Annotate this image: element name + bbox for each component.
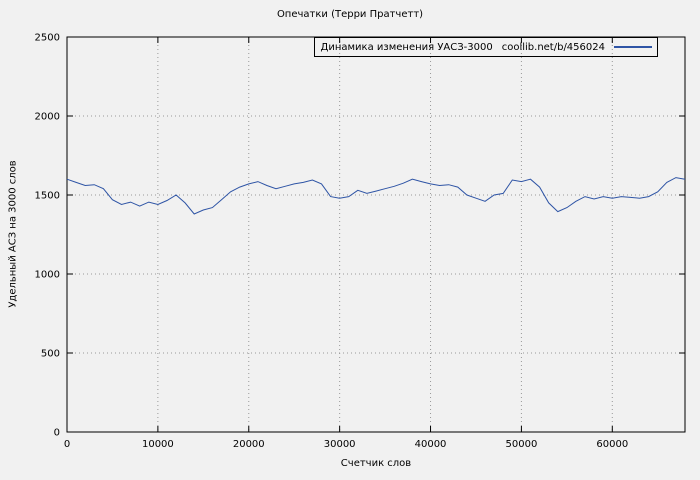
series-line: [66, 177, 686, 215]
x-tick-label: 60000: [596, 439, 628, 450]
x-tick-label: 30000: [324, 439, 356, 450]
plot-frame: [66, 36, 686, 433]
x-tick-label: 50000: [506, 439, 538, 450]
x-tick-label: 0: [64, 439, 70, 450]
x-tick-label: 10000: [142, 439, 174, 450]
x-tick-label: 40000: [415, 439, 447, 450]
y-tick-label: 0: [54, 428, 60, 439]
legend: Динамика изменения УАСЗ-3000 coollib.net…: [314, 37, 658, 57]
chart-title: Опечатки (Терри Пратчетт): [276, 9, 424, 20]
legend-source-label: coollib.net/b/456024: [501, 41, 605, 53]
x-axis-label: Счетчик слов: [340, 458, 412, 469]
y-tick-label: 1000: [35, 270, 60, 281]
y-tick-label: 1500: [35, 191, 60, 202]
y-tick-label: 2000: [35, 112, 60, 123]
y-tick-label: 500: [41, 349, 60, 360]
y-axis-label: Удельный АСЗ на 3000 слов: [7, 160, 19, 308]
x-tick-label: 20000: [233, 439, 265, 450]
y-tick-label: 2500: [35, 33, 60, 44]
legend-line-sample: [614, 46, 652, 48]
legend-series-label: Динамика изменения УАСЗ-3000: [320, 41, 493, 53]
